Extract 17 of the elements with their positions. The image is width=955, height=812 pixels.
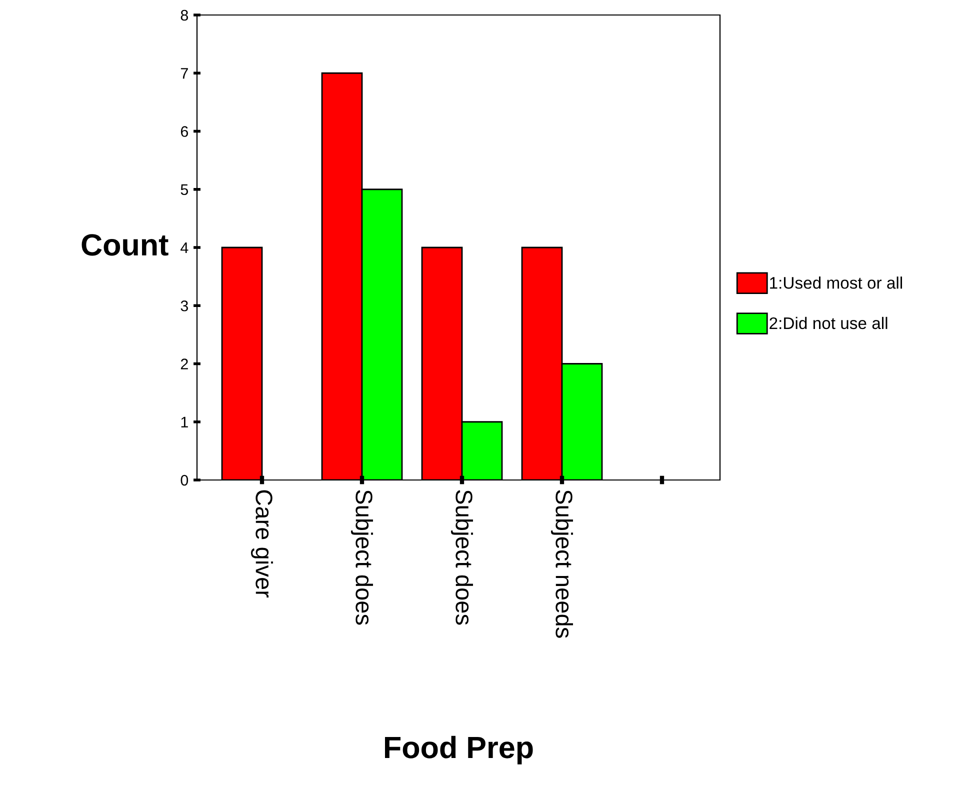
y-tick-label: 8 bbox=[180, 10, 188, 21]
y-tick-label: 6 bbox=[180, 126, 188, 137]
x-tick-label: Subject does bbox=[350, 490, 374, 625]
y-tick-label: 1 bbox=[181, 416, 188, 428]
y-tick-label: 7 bbox=[180, 68, 188, 79]
y-tick-label: 0 bbox=[180, 474, 188, 486]
x-axis-title: Food Prep bbox=[385, 736, 533, 764]
y-tick-label: 2 bbox=[180, 358, 188, 370]
legend-label: 1:Used most or all bbox=[770, 276, 902, 289]
x-tick-label: Care giver bbox=[250, 490, 274, 598]
y-axis-title: Count bbox=[82, 234, 168, 256]
y-tick-label: 3 bbox=[180, 300, 188, 312]
y-tick-label: 5 bbox=[180, 184, 188, 196]
x-tick-label: Subject does bbox=[450, 490, 474, 625]
legend-label: 2:Did not use all bbox=[770, 316, 888, 330]
x-tick-label: Subject needs bbox=[550, 490, 574, 638]
y-tick-label: 4 bbox=[180, 242, 188, 254]
